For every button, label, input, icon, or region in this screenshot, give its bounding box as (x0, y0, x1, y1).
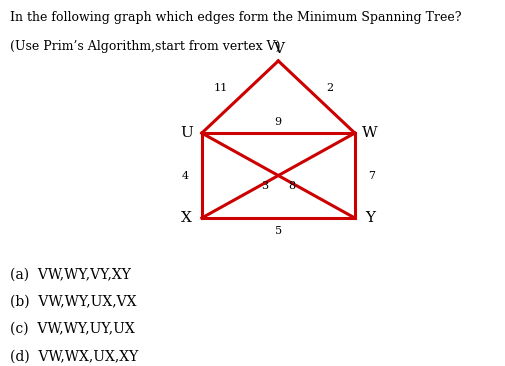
Text: V: V (272, 42, 283, 56)
Text: In the following graph which edges form the Minimum Spanning Tree?: In the following graph which edges form … (10, 11, 461, 24)
Text: 3: 3 (261, 181, 268, 191)
Text: (d)  VW,WX,UX,XY: (d) VW,WX,UX,XY (10, 350, 138, 363)
Text: (Use Prim’s Algorithm,start from vertex V): (Use Prim’s Algorithm,start from vertex … (10, 40, 280, 53)
Text: X: X (181, 211, 192, 225)
Text: U: U (180, 126, 193, 140)
Text: 7: 7 (367, 171, 374, 180)
Text: (b)  VW,WY,UX,VX: (b) VW,WY,UX,VX (10, 295, 136, 309)
Text: 5: 5 (274, 226, 281, 236)
Text: W: W (361, 126, 377, 140)
Text: 2: 2 (326, 83, 333, 93)
Text: Y: Y (364, 211, 374, 225)
Text: 9: 9 (274, 117, 281, 127)
Text: (a)  VW,WY,VY,XY: (a) VW,WY,VY,XY (10, 267, 131, 281)
Text: 8: 8 (288, 181, 295, 191)
Text: (c)  VW,WY,UY,UX: (c) VW,WY,UY,UX (10, 322, 135, 336)
Text: 11: 11 (214, 83, 228, 93)
Text: 4: 4 (181, 171, 188, 180)
